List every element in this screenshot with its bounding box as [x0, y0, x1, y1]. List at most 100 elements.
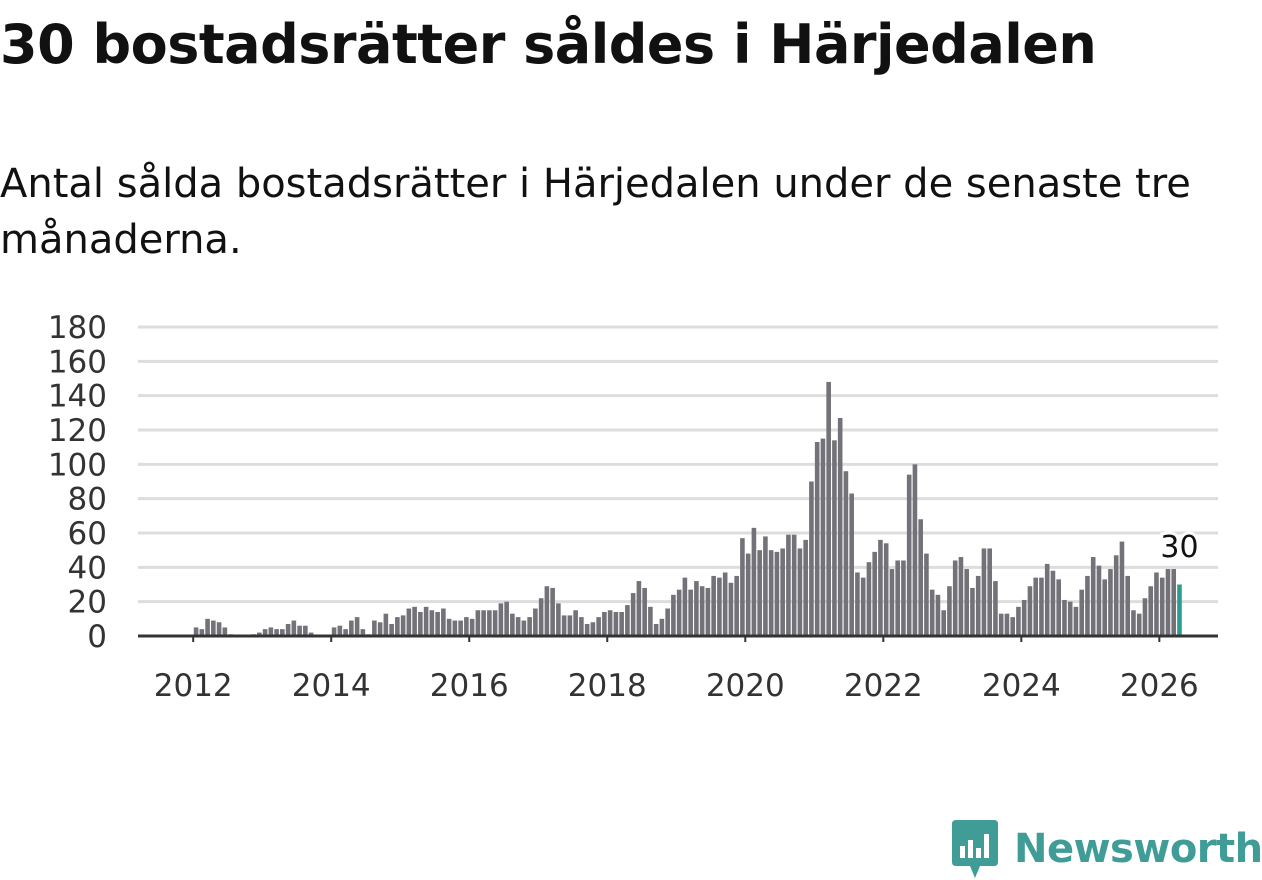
bar [1067, 601, 1073, 636]
bar [1159, 577, 1165, 636]
bar [1016, 606, 1021, 636]
y-tick-label-0: 0 [87, 619, 107, 655]
bar [464, 617, 469, 636]
bar [843, 471, 849, 636]
x-tick-label-2016: 2016 [430, 668, 509, 704]
bar [1027, 586, 1033, 636]
bar [383, 613, 389, 636]
bar [533, 608, 538, 636]
bar [1010, 617, 1015, 636]
bar [561, 615, 567, 636]
bar [423, 606, 429, 636]
bar [889, 569, 895, 636]
bar [1044, 563, 1050, 636]
bar [901, 560, 906, 636]
bar [280, 629, 285, 636]
bar [481, 610, 486, 636]
x-tick-label-2024: 2024 [982, 668, 1061, 704]
bar [648, 606, 653, 636]
bar [458, 620, 463, 636]
bar [929, 589, 935, 636]
y-tick-label-120: 120 [48, 413, 107, 449]
bar [498, 603, 504, 636]
bar [1108, 569, 1113, 636]
bar [924, 553, 929, 636]
bar [1033, 577, 1038, 636]
bar [544, 586, 550, 636]
bar [993, 581, 998, 636]
bar [734, 575, 739, 636]
bar [354, 617, 360, 636]
bar [855, 572, 860, 636]
bar [274, 629, 279, 636]
bar [360, 629, 366, 636]
bar [1136, 613, 1142, 636]
bar [1039, 577, 1044, 636]
bar [527, 617, 532, 636]
bar [1113, 555, 1119, 636]
newsworthy-logo-icon [952, 820, 998, 878]
bar [573, 610, 578, 636]
bar [556, 603, 561, 636]
bar [1004, 613, 1010, 636]
bar [1085, 575, 1090, 636]
bar [510, 613, 515, 636]
bar [676, 589, 682, 636]
y-tick-label-20: 20 [68, 585, 107, 621]
bar [372, 620, 377, 636]
bar [1171, 569, 1177, 636]
bar [803, 539, 808, 636]
bar [257, 632, 262, 636]
x-tick-label-2020: 2020 [706, 668, 785, 704]
bar [590, 622, 596, 636]
bar [981, 548, 987, 636]
bar [521, 620, 527, 636]
bar [935, 594, 941, 636]
bar [722, 572, 728, 636]
x-tick-label-2026: 2026 [1120, 668, 1199, 704]
bar [832, 440, 837, 636]
bar [849, 493, 854, 636]
bar [475, 610, 481, 636]
bar [584, 623, 590, 636]
chart-subtitle: Antal sålda bostadsrätter i Härjedalen u… [0, 161, 1191, 263]
bar [820, 438, 826, 636]
bar [193, 627, 199, 636]
bar [567, 615, 573, 636]
bar [389, 623, 394, 636]
bar [642, 587, 647, 636]
brand-name: Newsworthy [1014, 826, 1262, 872]
bar [653, 623, 659, 636]
bar [826, 381, 831, 636]
bar [866, 562, 872, 636]
bar [291, 620, 297, 636]
bar [814, 442, 820, 636]
bar [728, 582, 734, 636]
bar [1056, 579, 1061, 636]
bar [780, 548, 785, 636]
x-tick-label-2018: 2018 [568, 668, 647, 704]
bar [435, 611, 440, 636]
bar [717, 577, 722, 636]
bar [740, 538, 745, 636]
bar [768, 550, 774, 636]
bar [895, 560, 900, 636]
bar [1148, 586, 1154, 636]
bar [297, 625, 302, 636]
bar [211, 620, 216, 636]
bar [222, 627, 228, 636]
bar [1102, 579, 1108, 636]
bar [619, 611, 624, 636]
bar [860, 577, 866, 636]
bar [441, 608, 446, 636]
y-tick-label-80: 80 [68, 482, 107, 518]
bar [262, 629, 268, 636]
bar [757, 550, 762, 636]
bar [1154, 572, 1159, 636]
bar [492, 610, 498, 636]
bar [469, 618, 475, 636]
bar [952, 560, 958, 636]
bar [774, 551, 780, 636]
bar [998, 613, 1004, 636]
